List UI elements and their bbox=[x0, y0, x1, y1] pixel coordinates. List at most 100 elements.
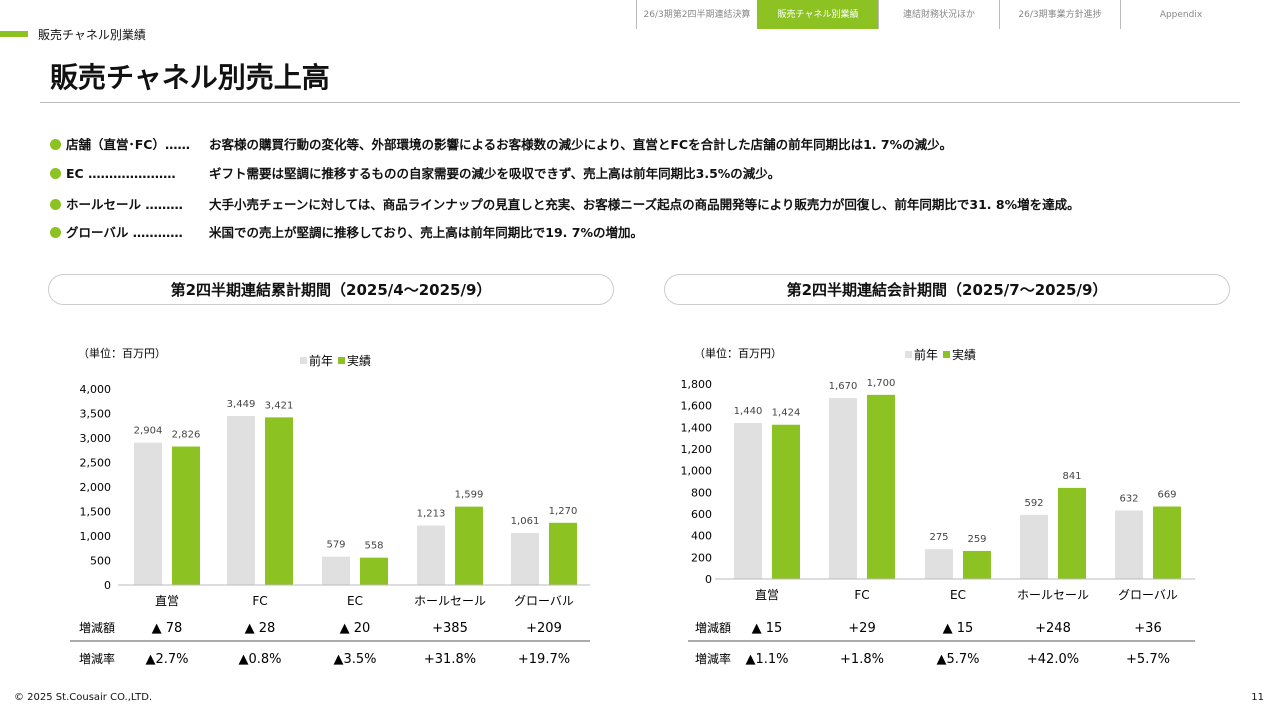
bar-actual bbox=[963, 550, 991, 579]
row-value: ▲3.5% bbox=[333, 652, 376, 667]
legend-swatch bbox=[300, 357, 307, 364]
bar-prior bbox=[1115, 510, 1143, 579]
data-label: 558 bbox=[364, 541, 383, 552]
data-label: 1,061 bbox=[511, 516, 540, 527]
bullet-icon bbox=[50, 199, 61, 210]
bar-actual bbox=[172, 446, 200, 585]
y-tick-label: 3,000 bbox=[80, 432, 112, 445]
y-tick-label: 1,400 bbox=[681, 421, 713, 434]
bar-prior bbox=[925, 549, 953, 579]
bullet-store: 店舗（直営･FC）…… お客様の購買行動の変化等、外部環境の影響によるお客様数の減… bbox=[50, 134, 952, 153]
x-tick-label: 直営 bbox=[755, 588, 779, 602]
data-label: 669 bbox=[1157, 490, 1176, 501]
x-tick-label: FC bbox=[854, 588, 869, 602]
data-label: 1,440 bbox=[734, 406, 763, 417]
bar-prior bbox=[227, 415, 255, 585]
y-tick-label: 400 bbox=[691, 530, 712, 543]
y-tick-label: 1,800 bbox=[681, 378, 713, 391]
y-tick-label: 4,000 bbox=[80, 383, 112, 396]
bar-prior bbox=[134, 442, 162, 585]
bullet-icon bbox=[50, 168, 61, 179]
bar-actual bbox=[360, 557, 388, 585]
chart-left-title: 第2四半期連結累計期間（2025/4～2025/9） bbox=[48, 274, 614, 305]
data-label: 579 bbox=[326, 540, 345, 551]
x-tick-label: 直営 bbox=[155, 594, 179, 608]
row-label: 増減率 bbox=[695, 651, 731, 666]
row-value: +385 bbox=[432, 621, 468, 636]
y-tick-label: 2,000 bbox=[80, 481, 112, 494]
nav-tab-appendix[interactable]: Appendix bbox=[1120, 0, 1241, 29]
y-tick-label: 2,500 bbox=[80, 457, 112, 470]
y-tick-label: 500 bbox=[90, 555, 111, 568]
x-tick-label: FC bbox=[252, 594, 267, 608]
bullet-wholesale: ホールセール ……… 大手小売チェーンに対しては、商品ラインナップの見直しと充実、… bbox=[50, 194, 1080, 213]
bar-prior bbox=[829, 398, 857, 579]
data-label: 2,904 bbox=[134, 426, 163, 437]
bar-actual bbox=[549, 522, 577, 585]
x-tick-label: グローバル bbox=[514, 594, 574, 608]
y-tick-label: 3,500 bbox=[80, 408, 112, 421]
unit-label: （単位：百万円） bbox=[694, 346, 782, 360]
data-label: 3,449 bbox=[227, 399, 256, 410]
bullet-global: グローバル ………… 米国での売上が堅調に推移しており、売上高は前年同期比で19.… bbox=[50, 222, 643, 241]
y-tick-label: 1,500 bbox=[80, 506, 112, 519]
row-value: +19.7% bbox=[518, 652, 570, 667]
legend-swatch bbox=[338, 357, 345, 364]
section-marker bbox=[0, 31, 28, 37]
page-number: 11 bbox=[1251, 692, 1264, 703]
data-label: 259 bbox=[967, 534, 986, 545]
row-value: ▲2.7% bbox=[145, 652, 188, 667]
bar-prior bbox=[511, 533, 539, 585]
row-value: ▲5.7% bbox=[936, 652, 979, 667]
row-label: 増減率 bbox=[79, 651, 115, 666]
nav-tab-channel[interactable]: 販売チャネル別業績 bbox=[757, 0, 878, 29]
y-tick-label: 200 bbox=[691, 551, 712, 564]
data-label: 1,270 bbox=[549, 506, 578, 517]
bar-prior bbox=[417, 525, 445, 585]
unit-label: （単位：百万円） bbox=[78, 346, 166, 360]
bar-prior bbox=[734, 423, 762, 579]
data-label: 1,700 bbox=[867, 378, 896, 389]
row-label: 増減額 bbox=[79, 620, 115, 635]
nav-tab-financial[interactable]: 連結財務状況ほか bbox=[878, 0, 999, 29]
x-tick-label: ホールセール bbox=[414, 594, 486, 608]
row-value: ▲0.8% bbox=[238, 652, 281, 667]
bar-actual bbox=[455, 506, 483, 585]
y-tick-label: 1,200 bbox=[681, 443, 713, 456]
row-value: +1.8% bbox=[840, 652, 884, 667]
chart-right-title: 第2四半期連結会計期間（2025/7～2025/9） bbox=[664, 274, 1230, 305]
bar-prior bbox=[322, 556, 350, 585]
row-value: +29 bbox=[848, 621, 875, 636]
row-value: +248 bbox=[1035, 621, 1071, 636]
nav-tab-policy[interactable]: 26/3期事業方針進捗 bbox=[999, 0, 1120, 29]
row-value: +31.8% bbox=[424, 652, 476, 667]
nav-tab-q2-results[interactable]: 26/3期第2四半期連結決算 bbox=[636, 0, 757, 29]
section-label: 販売チャネル別業績 bbox=[38, 28, 146, 42]
data-label: 275 bbox=[929, 532, 948, 543]
row-value: +36 bbox=[1134, 621, 1161, 636]
bar-prior bbox=[1020, 514, 1048, 579]
row-value: ▲ 28 bbox=[245, 621, 276, 636]
row-value: ▲ 15 bbox=[943, 621, 974, 636]
data-label: 592 bbox=[1024, 498, 1043, 509]
row-value: +5.7% bbox=[1126, 652, 1170, 667]
row-value: ▲ 15 bbox=[752, 621, 783, 636]
x-tick-label: ホールセール bbox=[1017, 588, 1089, 602]
y-tick-label: 1,000 bbox=[681, 465, 713, 478]
y-tick-label: 1,600 bbox=[681, 400, 713, 413]
data-label: 3,421 bbox=[265, 400, 294, 411]
bar-actual bbox=[772, 424, 800, 579]
row-value: +42.0% bbox=[1027, 652, 1079, 667]
data-label: 841 bbox=[1062, 471, 1081, 482]
y-tick-label: 1,000 bbox=[80, 530, 112, 543]
bullet-icon bbox=[50, 139, 61, 150]
data-label: 1,599 bbox=[455, 490, 484, 501]
bar-actual bbox=[1153, 506, 1181, 579]
data-label: 1,213 bbox=[417, 509, 446, 520]
x-tick-label: EC bbox=[347, 594, 363, 608]
row-label: 増減額 bbox=[695, 620, 731, 635]
data-label: 2,826 bbox=[172, 430, 201, 441]
x-tick-label: EC bbox=[950, 588, 966, 602]
legend-label: 実績 bbox=[347, 353, 371, 368]
